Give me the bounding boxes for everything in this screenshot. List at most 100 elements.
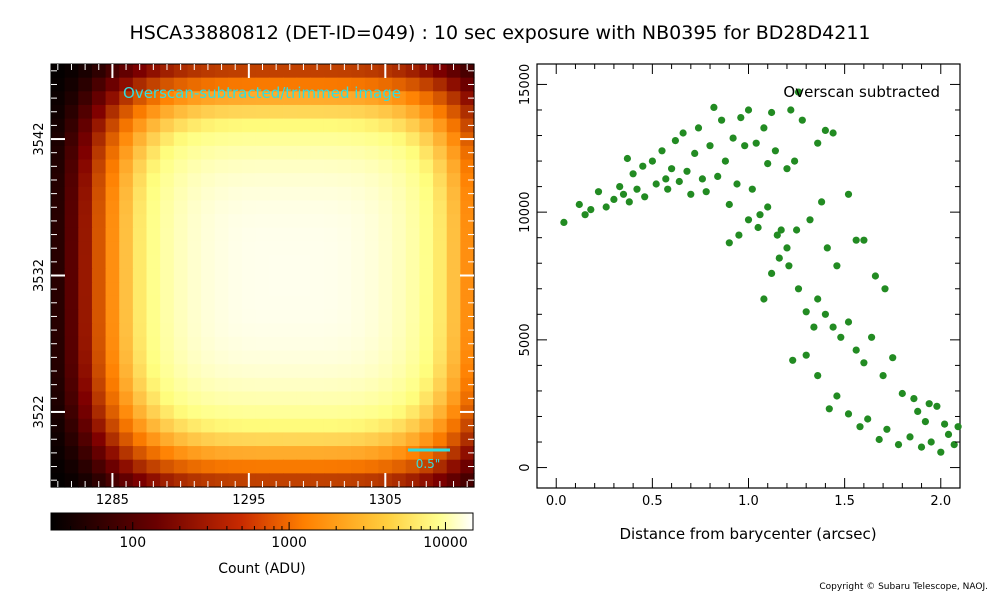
heatmap-cell xyxy=(364,459,380,474)
colorbar-tick-label: 10000 xyxy=(423,535,468,551)
heatmap-cell xyxy=(105,336,120,352)
heatmap-cell xyxy=(187,432,202,447)
heatmap-cell xyxy=(78,446,93,461)
heatmap-cell xyxy=(405,323,421,338)
heatmap-cell xyxy=(364,473,380,488)
heatmap-cell xyxy=(351,309,366,324)
heatmap-cell xyxy=(146,459,161,474)
heatmap-cell xyxy=(392,432,407,447)
heatmap-cell xyxy=(269,473,284,488)
heatmap-cell xyxy=(51,391,66,406)
heatmap-cell xyxy=(269,295,284,311)
heatmap-cell xyxy=(228,241,243,256)
heatmap-cell xyxy=(310,255,325,270)
heatmap-cell xyxy=(419,473,434,488)
heatmap-cell xyxy=(351,91,366,106)
heatmap-cell xyxy=(255,350,270,365)
scatter-point xyxy=(925,400,933,408)
scatter-point xyxy=(837,333,845,341)
heatmap-cell xyxy=(364,391,380,406)
heatmap-cell xyxy=(255,405,270,420)
heatmap-cell xyxy=(446,91,461,106)
scatter-point xyxy=(760,295,768,303)
heatmap-cell xyxy=(91,282,107,297)
colorbar-tick-label: 1000 xyxy=(271,535,307,551)
heatmap-cell xyxy=(282,200,298,215)
heatmap-cell xyxy=(78,459,93,474)
heatmap-cell xyxy=(405,214,421,229)
heatmap-cell xyxy=(323,459,339,474)
heatmap-cell xyxy=(269,282,284,297)
heatmap-cell xyxy=(146,186,161,202)
heatmap-cell xyxy=(201,91,216,106)
heatmap-cell xyxy=(228,227,243,242)
heatmap-cell xyxy=(282,446,298,461)
heatmap-cell xyxy=(392,268,407,283)
heatmap-cell xyxy=(242,200,257,215)
heatmap-cell xyxy=(187,446,202,461)
heatmap-cell xyxy=(296,446,311,461)
heatmap-cell xyxy=(173,91,189,106)
heatmap-cell xyxy=(201,473,216,488)
heatmap-cell xyxy=(282,268,298,283)
heatmap-cell xyxy=(433,145,448,161)
heatmap-cell xyxy=(146,64,161,79)
heatmap-cell xyxy=(405,432,421,447)
heatmap-cell xyxy=(337,268,352,283)
scatter-point xyxy=(844,410,853,418)
heatmap-cell xyxy=(378,186,393,202)
heatmap-cell xyxy=(132,268,148,283)
heatmap-cell xyxy=(132,364,148,379)
heatmap-cell xyxy=(64,91,79,106)
heatmap-cell xyxy=(310,432,325,447)
heatmap-cell xyxy=(255,323,270,338)
heatmap-cell xyxy=(119,446,134,461)
scatter-point xyxy=(937,448,945,456)
heatmap-cell xyxy=(173,473,189,488)
scatter-y-tick-label: 0 xyxy=(518,463,533,471)
heatmap-cell xyxy=(255,118,270,133)
heatmap-cell xyxy=(146,104,161,120)
heatmap-cell xyxy=(173,323,189,338)
scatter-point xyxy=(652,180,660,188)
heatmap-cell xyxy=(310,241,325,256)
heatmap-cell xyxy=(446,350,461,365)
heatmap-cell xyxy=(351,132,366,147)
heatmap-cell xyxy=(392,77,407,92)
scatter-point xyxy=(802,308,810,316)
heatmap-cell xyxy=(91,132,107,147)
heatmap-cell xyxy=(269,432,284,447)
heatmap-cell xyxy=(392,323,407,338)
heatmap-cell xyxy=(337,364,352,379)
heatmap-cell xyxy=(173,446,189,461)
heatmap-cell xyxy=(119,132,134,147)
heatmap-cell xyxy=(187,309,202,324)
heatmap-cell xyxy=(446,309,461,324)
heatmap-cell xyxy=(201,446,216,461)
heatmap-cell xyxy=(255,282,270,297)
heatmap-cell xyxy=(78,391,93,406)
heatmap-cell xyxy=(201,159,216,174)
heatmap-cell xyxy=(337,104,352,120)
scatter-point xyxy=(575,200,583,209)
heatmap-cell xyxy=(433,336,448,352)
heatmap-cell xyxy=(323,227,339,242)
heatmap-cell xyxy=(91,91,107,106)
heatmap-cell xyxy=(419,104,434,120)
heatmap-cell xyxy=(446,159,461,174)
heatmap-cell xyxy=(173,391,189,406)
heatmap-cell xyxy=(132,64,148,79)
heatmap-cell xyxy=(51,336,66,352)
heatmap-cell xyxy=(132,295,148,311)
scatter-point xyxy=(768,108,776,117)
scatter-point xyxy=(729,134,737,142)
heatmap-cell xyxy=(214,473,229,488)
heatmap-cell xyxy=(392,446,407,461)
scatter-point xyxy=(860,236,868,244)
heatmap-cell xyxy=(269,91,284,106)
heatmap-cell xyxy=(78,118,93,133)
heatmap-cell xyxy=(64,159,79,174)
scatter-point xyxy=(783,165,791,173)
heatmap-cell xyxy=(214,159,229,174)
heatmap-cell xyxy=(310,295,325,311)
